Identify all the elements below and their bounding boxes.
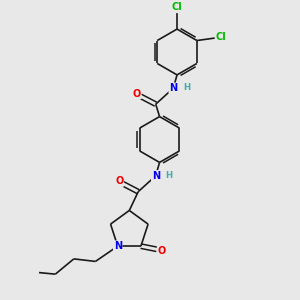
Text: H: H [183,83,190,92]
Text: N: N [114,241,122,251]
Text: O: O [115,176,123,186]
Text: N: N [169,83,177,93]
Text: O: O [158,246,166,256]
Text: N: N [152,171,160,181]
Text: O: O [133,89,141,99]
Text: Cl: Cl [172,2,182,12]
Text: Cl: Cl [215,32,226,42]
Text: H: H [166,171,173,180]
